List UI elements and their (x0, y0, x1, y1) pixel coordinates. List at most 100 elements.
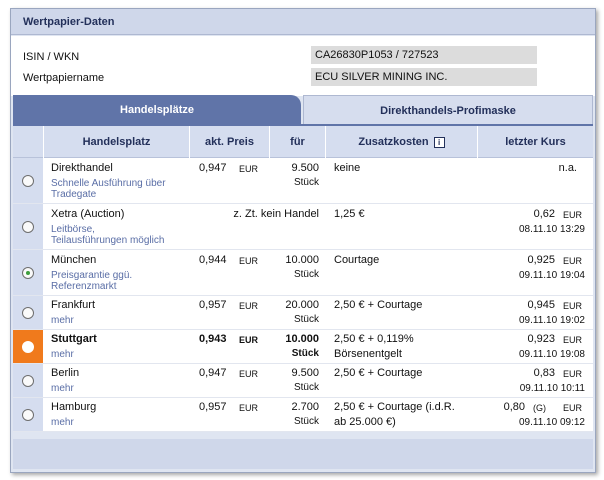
exchange-note-2: Referenzmarkt (51, 281, 117, 292)
exchange-note-1: Preisgarantie ggü. (51, 270, 133, 281)
last-price: 0,925 (527, 254, 555, 266)
col-handelsplatz[interactable]: Handelsplatz (43, 126, 189, 158)
last-flag: (G) (533, 403, 546, 413)
cost-text: 2,50 € + Courtage (334, 367, 423, 379)
exchange-name: Frankfurt (51, 299, 96, 311)
more-link[interactable]: mehr (51, 315, 74, 326)
price-value: 0,947 (199, 162, 227, 174)
quantity-value: 10.000 (285, 333, 319, 345)
panel-footer (13, 439, 593, 469)
wertpapier-panel: Wertpapier-Daten ISIN / WKN CA26830P1053… (10, 8, 596, 473)
exchange-note-2: Teilausführungen möglich (51, 235, 165, 246)
cost-text: 1,25 € (334, 208, 365, 220)
last-currency: EUR (563, 210, 583, 220)
isin-label: ISIN / WKN (23, 51, 80, 63)
radio-cell (13, 364, 43, 397)
last-currency: EUR (563, 403, 583, 413)
exchange-note-1: Schnelle Ausführung über (51, 178, 166, 189)
exchange-name: München (51, 254, 97, 266)
radio-cell (13, 398, 43, 431)
quantity-value: 9.500 (291, 367, 319, 379)
last-date: 08.11.10 13:29 (519, 224, 585, 235)
last-date: 09.11.10 19:08 (519, 349, 585, 360)
price-currency: EUR (239, 164, 259, 174)
radio-cell (13, 204, 43, 249)
price-value: 0,944 (199, 254, 227, 266)
price-currency: EUR (239, 301, 259, 311)
more-link[interactable]: mehr (51, 383, 74, 394)
cost-text: Courtage (334, 254, 380, 266)
isin-value: CA26830P1053 / 727523 (311, 46, 537, 64)
last-currency: EUR (563, 369, 583, 379)
tab-handelsplaetze[interactable]: Handelsplätze (13, 95, 301, 125)
radio-button-selected[interactable] (22, 340, 34, 353)
table-row[interactable]: Xetra (Auction) Leitbörse, Teilausführun… (13, 204, 593, 250)
table-row-selected[interactable]: Stuttgart mehr 0,943 EUR 10.000 Stück 2,… (13, 330, 593, 364)
table-row[interactable]: Frankfurt mehr 0,957 EUR 20.000 Stück 2,… (13, 296, 593, 330)
col-zusatzkosten-label: Zusatzkosten (358, 136, 429, 148)
quantity-value: 20.000 (285, 299, 319, 311)
exchange-name: Direkthandel (51, 162, 113, 174)
price-value: 0,957 (199, 299, 227, 311)
last-date: 09.11.10 09:12 (519, 417, 585, 428)
cost-text: keine (334, 162, 361, 174)
cost-text: 2,50 € + Courtage (334, 299, 423, 311)
last-price: 0,945 (527, 299, 555, 311)
radio-button[interactable] (22, 220, 34, 233)
cost-text-2: ab 25.000 €) (334, 416, 396, 428)
radio-button[interactable] (22, 374, 34, 387)
radio-cell (13, 296, 43, 329)
radio-cell (13, 250, 43, 295)
exchange-table: Handelsplatz akt. Preis für Zusatzkosten… (13, 126, 593, 432)
col-fuer[interactable]: für (269, 126, 325, 158)
table-header: Handelsplatz akt. Preis für Zusatzkosten… (13, 126, 593, 158)
price-currency: EUR (239, 369, 259, 379)
last-date: 09.11.10 19:02 (519, 315, 585, 326)
table-row[interactable]: München Preisgarantie ggü. Referenzmarkt… (13, 250, 593, 296)
radio-cell (13, 158, 43, 203)
tab-direkthandels-profimaske[interactable]: Direkthandels-Profimaske (303, 95, 593, 125)
exchange-name: Hamburg (51, 401, 97, 413)
last-price: 0,923 (527, 333, 555, 345)
last-currency: EUR (563, 256, 583, 266)
price-currency: EUR (239, 335, 259, 345)
price-currency: EUR (239, 256, 259, 266)
radio-cell (13, 330, 43, 363)
table-row[interactable]: Hamburg mehr 0,957 EUR 2.700 Stück 2,50 … (13, 398, 593, 432)
col-akt-preis[interactable]: akt. Preis (189, 126, 269, 158)
table-row[interactable]: Direkthandel Schnelle Ausführung über Tr… (13, 158, 593, 204)
radio-button[interactable] (22, 408, 34, 421)
exchange-note-2: Tradegate (51, 189, 97, 200)
quantity-unit: Stück (293, 416, 319, 427)
panel-title: Wertpapier-Daten (23, 16, 115, 28)
more-link[interactable]: mehr (51, 349, 74, 360)
last-price: n.a. (558, 162, 577, 174)
cost-text: 2,50 € + Courtage (i.d.R. (334, 401, 455, 413)
panel-title-bar: Wertpapier-Daten (11, 9, 595, 35)
radio-button[interactable] (22, 174, 34, 187)
table-row[interactable]: Berlin mehr 0,947 EUR 9.500 Stück 2,50 €… (13, 364, 593, 398)
last-price: 0,62 (533, 208, 555, 220)
col-zusatzkosten[interactable]: Zusatzkosten i (325, 126, 477, 158)
exchange-name: Stuttgart (51, 333, 97, 345)
exchange-name: Xetra (Auction) (51, 208, 125, 220)
quantity-unit: Stück (293, 382, 319, 393)
quantity-unit: Stück (293, 269, 319, 280)
tab-underline (13, 124, 593, 126)
radio-button[interactable] (22, 306, 34, 319)
col-letzter-kurs[interactable]: letzter Kurs (477, 126, 593, 158)
quantity-value: 10.000 (285, 254, 319, 266)
exchange-note-1: Leitbörse, (51, 224, 95, 235)
last-price: 0,80 (503, 401, 525, 413)
name-label: Wertpapiername (23, 72, 105, 84)
more-link[interactable]: mehr (51, 417, 74, 428)
quantity-unit: Stück (293, 314, 319, 325)
radio-button-checked[interactable] (22, 266, 34, 279)
info-icon[interactable]: i (433, 136, 445, 148)
price-value: 0,957 (199, 401, 227, 413)
name-value: ECU SILVER MINING INC. (311, 68, 537, 86)
price-currency: EUR (239, 403, 259, 413)
last-date: 09.11.10 19:04 (519, 270, 585, 281)
price-note: z. Zt. kein Handel (233, 208, 319, 220)
last-price: 0,83 (533, 367, 555, 379)
